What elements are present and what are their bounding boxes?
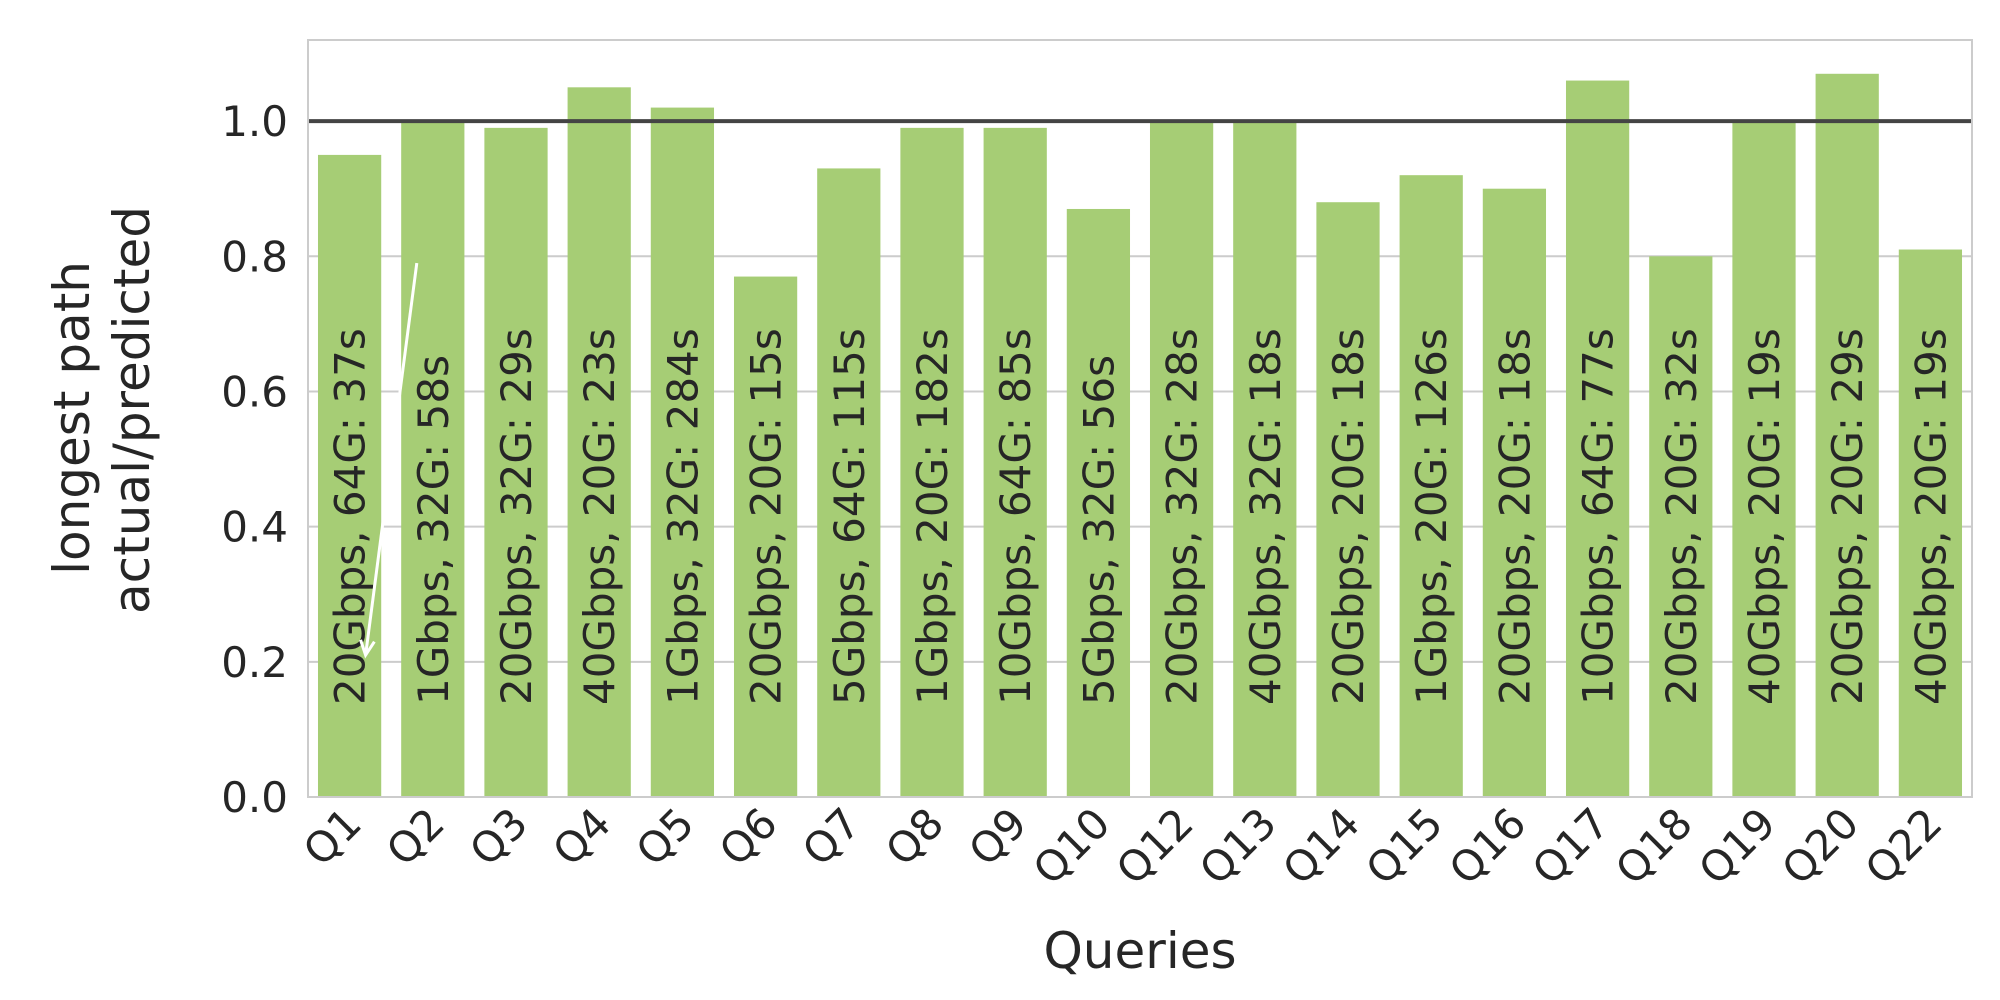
- bar-label-q9: 10Gbps, 64G: 85s: [991, 328, 1040, 705]
- bar-q3: [484, 127, 548, 797]
- x-tick-label-q6: Q6: [710, 798, 787, 875]
- x-tick-label-q9: Q9: [959, 798, 1036, 875]
- bar-q2: [401, 121, 465, 798]
- x-tick-labels: Q1 Q2 Q3 Q4 Q5 Q6 Q7 Q8 Q9Q10Q12Q13Q14Q15Q16Q17Q…: [294, 798, 1952, 894]
- y-tick-label: 1.0: [221, 97, 288, 146]
- bar-labels: 20Gbps, 64G: 37s 1Gbps, 32G: 58s 20Gbps, 3…: [326, 328, 1956, 705]
- bar-q12: [1149, 121, 1214, 798]
- x-tick-label-q3: Q3: [460, 798, 537, 875]
- bar-label-q5: 1Gbps, 32G: 284s: [658, 328, 707, 705]
- x-tick-label-q5: Q5: [627, 798, 704, 875]
- bar-q7: [817, 168, 881, 797]
- bar-label-q2: 1Gbps, 32G: 58s: [409, 355, 458, 705]
- bar-label-q13: 40Gbps, 32G: 18s: [1241, 328, 1290, 705]
- x-tick-label-q22: Q22: [1856, 798, 1952, 894]
- bar-label-q14: 20Gbps, 20G: 18s: [1324, 328, 1373, 705]
- bar-label-q3: 20Gbps, 32G: 29s: [492, 328, 541, 705]
- y-tick-label: 0.8: [221, 232, 288, 281]
- x-tick-label-q12: Q12: [1107, 798, 1203, 894]
- bar-q20: [1815, 73, 1879, 798]
- x-tick-label-q10: Q10: [1024, 798, 1120, 894]
- annotation-arrow-head: [359, 639, 376, 659]
- x-tick-label-q13: Q13: [1190, 798, 1286, 894]
- x-tick-label-q2: Q2: [377, 798, 454, 875]
- x-tick-label-q1: Q1: [294, 798, 371, 875]
- bar-q16: [1482, 188, 1547, 798]
- annotation-arrow-shaft: [364, 262, 419, 656]
- bar-q9: [983, 127, 1047, 797]
- y-tick-label: 0.0: [221, 773, 288, 822]
- bar-label-q18: 20Gbps, 20G: 32s: [1657, 328, 1706, 705]
- bar-q8: [900, 127, 964, 797]
- y-tick-labels: 0.0 0.2 0.4 0.6 0.8 1.0: [221, 97, 288, 822]
- bar-label-q16: 20Gbps, 20G: 18s: [1490, 328, 1539, 705]
- x-tick-label-q19: Q19: [1689, 798, 1785, 894]
- grid-lines: [308, 120, 1972, 798]
- bar-q13: [1233, 121, 1297, 798]
- x-tick-label-q14: Q14: [1273, 798, 1369, 894]
- bar-label-q4: 40Gbps, 20G: 23s: [575, 328, 624, 705]
- bar-label-q19: 40Gbps, 20G: 19s: [1740, 328, 1789, 705]
- bar-q19: [1732, 121, 1796, 798]
- bar-label-q10: 5Gbps, 32G: 56s: [1074, 355, 1123, 705]
- bar-q10: [1066, 208, 1131, 798]
- bar-q15: [1399, 175, 1463, 797]
- x-tick-label-q16: Q16: [1440, 798, 1536, 894]
- y-axis-title-line-2: actual/predicted: [103, 206, 161, 614]
- bar-q5: [650, 107, 715, 797]
- y-tick-label: 0.4: [221, 503, 288, 552]
- bar-label-q7: 5Gbps, 64G: 115s: [825, 328, 874, 705]
- bar-q1: [317, 154, 382, 797]
- bar-label-q20: 20Gbps, 20G: 29s: [1823, 328, 1872, 705]
- bar-q4: [567, 87, 631, 797]
- bars: [317, 73, 1963, 798]
- bar-label-q15: 1Gbps, 20G: 126s: [1407, 328, 1456, 705]
- x-tick-label-q18: Q18: [1606, 798, 1702, 894]
- bar-label-q22: 40Gbps, 20G: 19s: [1906, 328, 1955, 705]
- x-tick-label-q7: Q7: [793, 798, 870, 875]
- bar-q6: [733, 276, 798, 797]
- bar-q17: [1565, 80, 1630, 797]
- bar-q14: [1316, 202, 1380, 797]
- y-tick-label: 0.2: [221, 638, 288, 687]
- bar-q18: [1649, 256, 1713, 797]
- x-axis-title: Queries: [1043, 922, 1236, 980]
- x-tick-label-q17: Q17: [1523, 798, 1619, 894]
- x-tick-label-q4: Q4: [543, 798, 620, 875]
- x-tick-label-q8: Q8: [876, 798, 953, 875]
- x-tick-label-q20: Q20: [1772, 798, 1868, 894]
- bar-label-q12: 20Gbps, 32G: 28s: [1158, 328, 1207, 705]
- bar-q22: [1898, 249, 1963, 797]
- y-tick-label: 0.6: [221, 367, 288, 416]
- plot-frame: [307, 39, 1973, 798]
- bar-label-q8: 1Gbps, 20G: 182s: [908, 328, 957, 705]
- bar-label-q6: 20Gbps, 20G: 15s: [742, 328, 791, 705]
- annotation-arrow-group: [359, 262, 419, 659]
- x-tick-label-q15: Q15: [1356, 798, 1452, 894]
- bar-label-q17: 10Gbps, 64G: 77s: [1574, 328, 1623, 705]
- y-axis-title: longest path actual/predicted: [43, 206, 161, 614]
- y-axis-title-line-1: longest path: [43, 261, 101, 575]
